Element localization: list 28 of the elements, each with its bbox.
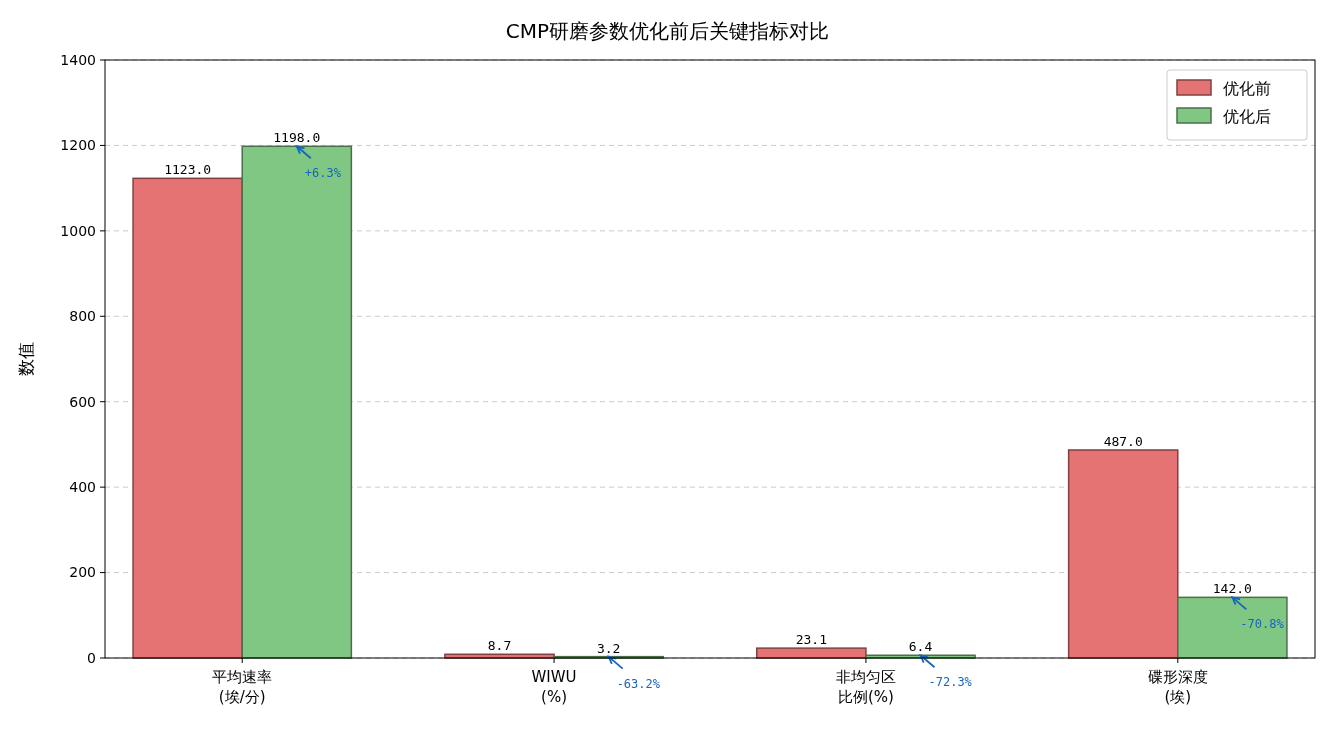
data-label: 1123.0 <box>164 162 212 178</box>
x-tick-label: 平均速率(埃/分) <box>212 668 273 706</box>
data-label: 487.0 <box>1103 433 1143 449</box>
x-tick-label: 碟形深度(埃) <box>1147 668 1208 706</box>
y-tick-label: 1200 <box>60 137 96 154</box>
y-tick-label: 200 <box>69 564 96 581</box>
chart-title: CMP研磨参数优化前后关键指标对比 <box>505 19 830 43</box>
legend-label: 优化前 <box>1223 78 1271 98</box>
y-tick-label: 1400 <box>60 51 96 68</box>
y-tick-label: 400 <box>69 479 96 496</box>
data-label: 1198.0 <box>273 130 321 146</box>
y-axis-title: 数值 <box>16 342 36 376</box>
y-tick-label: 0 <box>87 649 96 666</box>
annotation: -70.8% <box>1240 617 1285 632</box>
data-label: 8.7 <box>487 638 512 654</box>
legend-label: 优化后 <box>1223 106 1271 126</box>
text: -63.2% <box>616 676 661 691</box>
data-label: 3.2 <box>596 640 621 656</box>
y-tick-label: 800 <box>69 308 96 325</box>
y-tick-label: 1000 <box>60 222 96 239</box>
x-tick-label: 非均匀区比例(%) <box>835 668 896 706</box>
data-label: 6.4 <box>908 639 933 655</box>
data-label: 142.0 <box>1212 581 1252 597</box>
x-tick-label: WIWU(%) <box>531 668 577 706</box>
annotation: +6.3% <box>304 166 342 181</box>
data-label: 23.1 <box>795 632 828 648</box>
text: -72.3% <box>928 675 973 690</box>
y-tick-label: 600 <box>69 393 96 410</box>
